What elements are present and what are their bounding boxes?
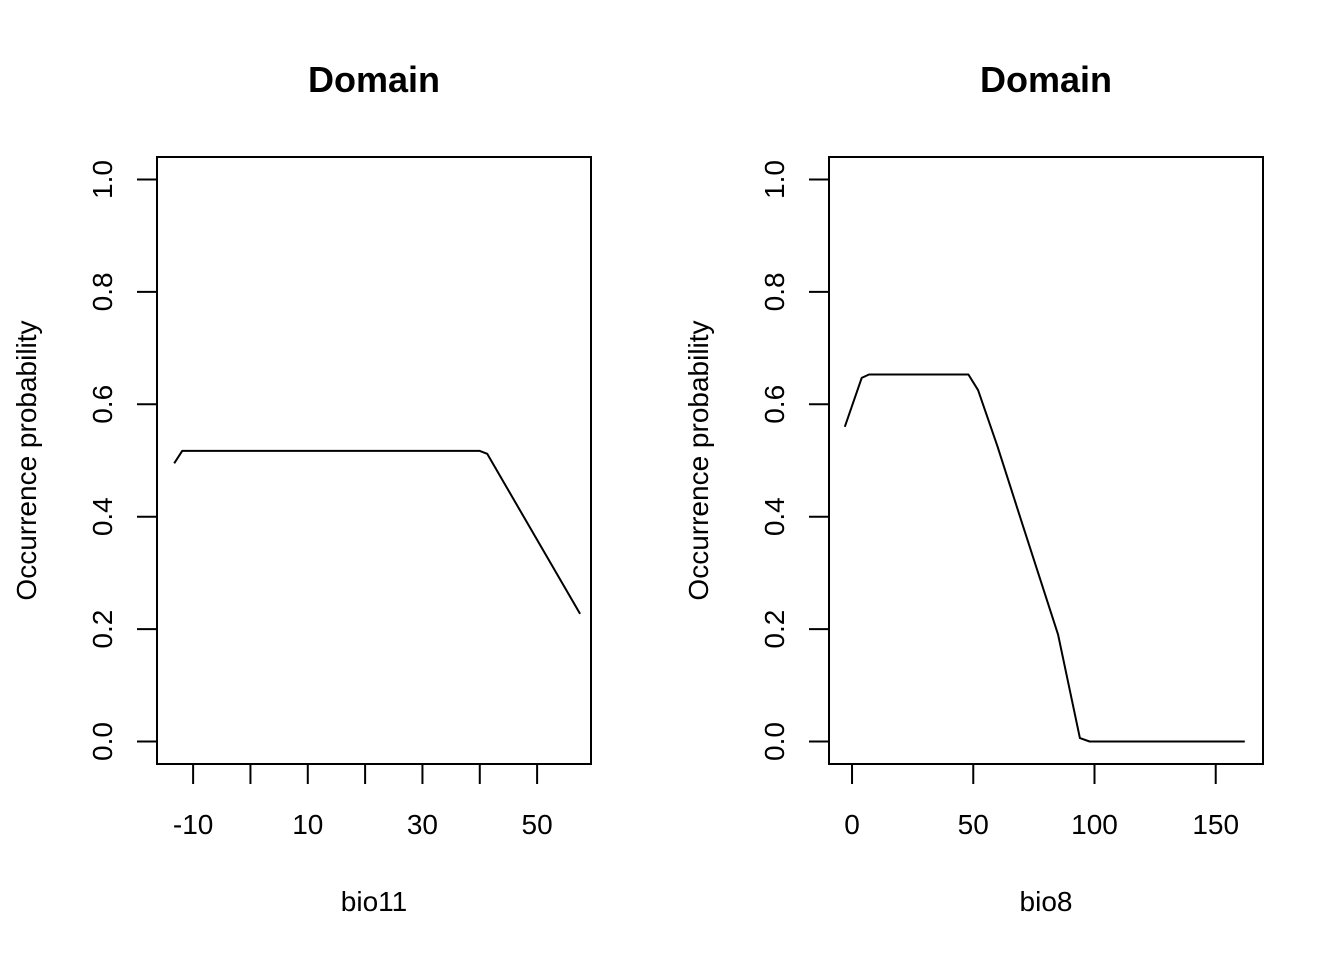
x-tick-label: 50 — [958, 809, 989, 840]
y-axis-label: Occurrence probability — [11, 320, 42, 600]
x-tick-label: 100 — [1071, 809, 1118, 840]
chart-panel-2: Domain 0 50 100 150 0.0 0.2 0.4 0.6 0.8 1.0 bio8 Occ… — [683, 59, 1264, 917]
x-tick-label: 0 — [844, 809, 860, 840]
y-tick-label: 0.2 — [759, 610, 790, 649]
y-tick-label: 0.4 — [759, 497, 790, 536]
x-tick-label: -10 — [173, 809, 213, 840]
y-axis-label: Occurrence probability — [683, 320, 714, 600]
x-axis-label: bio11 — [341, 886, 407, 917]
x-tick-label: 50 — [522, 809, 553, 840]
y-tick-label: 0.4 — [87, 497, 118, 536]
y-tick-label: 0.0 — [87, 722, 118, 761]
chart-title: Domain — [980, 59, 1112, 100]
y-tick-label: 0.8 — [87, 272, 118, 311]
y-tick-label: 1.0 — [87, 160, 118, 199]
y-tick-label: 0.0 — [759, 722, 790, 761]
y-tick-label: 1.0 — [759, 160, 790, 199]
chart-panel-1: Domain -10 10 30 50 0.0 0.2 0.4 0.6 0.8 1.0 bio11 Oc… — [11, 59, 592, 917]
x-tick-label: 30 — [407, 809, 438, 840]
y-tick-label: 0.6 — [759, 385, 790, 424]
y-tick-label: 0.6 — [87, 385, 118, 424]
x-tick-label: 10 — [292, 809, 323, 840]
response-curve-line — [173, 449, 581, 615]
y-tick-label: 0.2 — [87, 610, 118, 649]
plot-frame — [828, 156, 1264, 765]
chart-title: Domain — [308, 59, 440, 100]
x-axis-label: bio8 — [1020, 886, 1073, 917]
y-tick-label: 0.8 — [759, 272, 790, 311]
response-curve-line — [843, 373, 1245, 743]
plot-frame — [156, 156, 592, 765]
x-tick-label: 150 — [1192, 809, 1239, 840]
